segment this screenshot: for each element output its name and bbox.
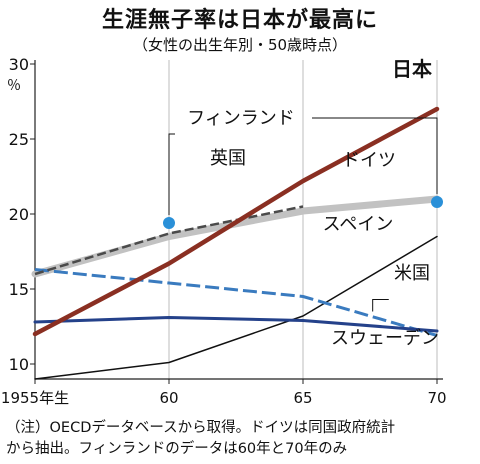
finland-leader-60 — [168, 133, 175, 215]
y-tick-label-25: 25 — [9, 130, 29, 149]
series-lines — [31, 106, 441, 380]
series-label-米国: 米国 — [394, 263, 430, 284]
leader-us — [372, 299, 389, 312]
series-label-スペイン: スペイン — [323, 214, 394, 235]
finland-point-1970 — [431, 196, 443, 208]
series-label-ドイツ: ドイツ — [342, 150, 396, 171]
series-label-フィンランド: フィンランド — [187, 108, 295, 129]
x-tick-label-1960: 60 — [159, 389, 178, 407]
series-line-米国 — [34, 268, 438, 337]
y-unit-label: ％ — [7, 78, 21, 94]
series-label-英国: 英国 — [210, 148, 246, 169]
series-label-スウェーデン: スウェーデン — [331, 328, 439, 349]
series-line-スウェーデン — [33, 316, 439, 333]
x-tick-label-1970: 70 — [427, 389, 446, 407]
x-tick-label-1955: 1955年生 — [1, 389, 69, 407]
y-tick-label-20: 20 — [9, 205, 29, 224]
finland-point-1960 — [163, 217, 175, 229]
x-tick-label-1965: 65 — [293, 389, 312, 407]
y-tick-label-15: 15 — [9, 280, 29, 299]
series-line-スペイン — [34, 235, 438, 380]
chart-title: 生涯無子率は日本が最高に — [101, 8, 378, 33]
y-tick-label-10: 10 — [9, 355, 29, 374]
series-line-英国 — [34, 205, 304, 276]
note-line-2: から抽出。フィンランドのデータは60年と70年のみ — [6, 441, 348, 457]
chart-note: （注）OECDデータベースから取得。ドイツは同国政府統計 から抽出。フィンランド… — [6, 418, 476, 460]
series-line-日本 — [32, 106, 440, 337]
axes: 10 15 20 25 30 ％ 1955年生 60 65 70 — [1, 55, 447, 407]
y-tick-label-30: 30 — [9, 55, 29, 74]
note-line-1: （注）OECDデータベースから取得。ドイツは同国政府統計 — [6, 420, 396, 436]
chart-subtitle: （女性の出生年別・50歳時点） — [132, 36, 348, 54]
series-line-ドイツ — [31, 195, 441, 278]
finland-leader-70 — [312, 117, 438, 194]
series-label-日本: 日本 — [392, 57, 432, 81]
